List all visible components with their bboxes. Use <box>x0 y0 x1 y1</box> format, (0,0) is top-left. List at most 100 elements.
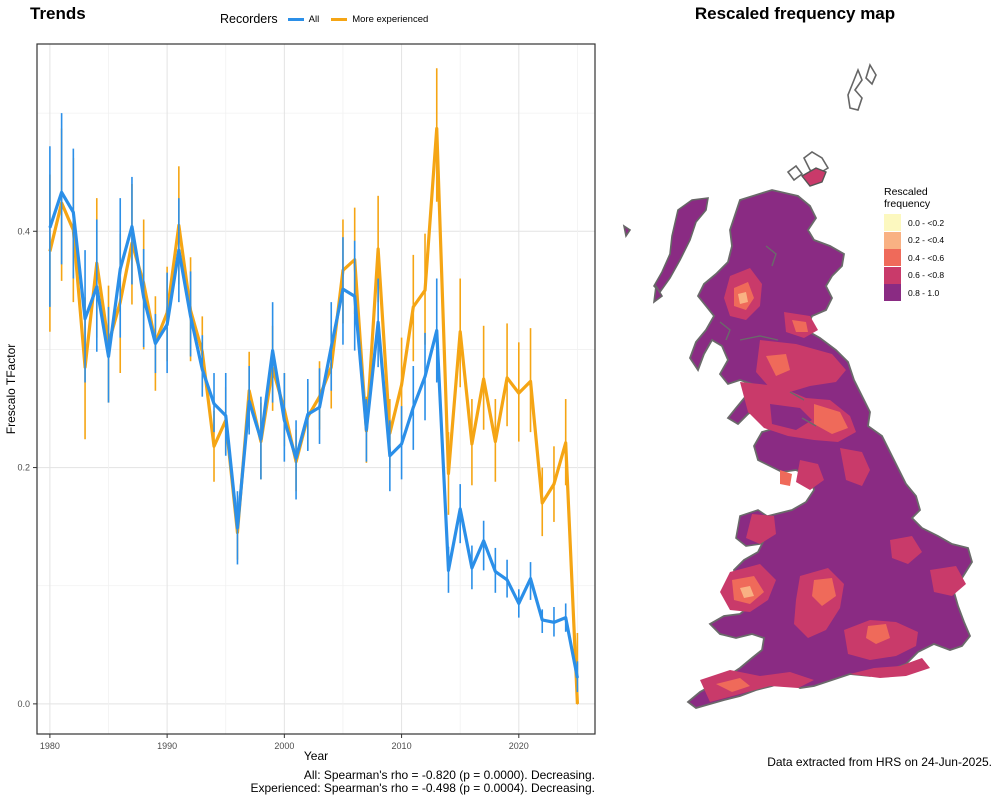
map-legend-swatch <box>884 266 901 284</box>
data-point <box>166 323 168 326</box>
legend-label-experienced: More experienced <box>352 13 429 25</box>
data-point <box>459 330 461 333</box>
data-point <box>248 400 250 403</box>
data-point <box>424 375 426 378</box>
data-point <box>389 454 391 457</box>
data-point <box>377 321 379 324</box>
data-point <box>119 268 122 270</box>
y-tick-label: 0.4 <box>17 226 30 236</box>
data-point <box>201 368 204 371</box>
x-tick-label: 2010 <box>392 741 412 751</box>
data-point <box>72 211 75 214</box>
x-tick-label: 1980 <box>40 741 60 751</box>
map-orkney <box>800 167 827 187</box>
map-legend-swatch <box>884 284 901 302</box>
data-point <box>189 315 192 318</box>
data-point <box>260 438 262 441</box>
data-point <box>541 619 544 621</box>
data-point <box>306 413 309 416</box>
data-point <box>49 226 51 229</box>
data-source-note: Data extracted from HRS on 24-Jun-2025. <box>767 755 992 769</box>
data-point <box>400 384 403 386</box>
series-all <box>48 113 579 693</box>
x-tick-label: 2000 <box>274 741 294 751</box>
data-point <box>435 329 438 332</box>
map-western-isles <box>622 197 709 304</box>
data-point <box>295 457 297 459</box>
data-point <box>471 443 473 445</box>
map-legend: Rescaled frequency 0.0 - <0.2 0.2 - <0.4… <box>884 186 944 302</box>
data-point <box>576 703 579 705</box>
data-point <box>529 577 532 580</box>
data-point <box>400 443 403 445</box>
data-point <box>365 428 368 431</box>
data-point <box>447 569 450 572</box>
data-point <box>482 540 485 542</box>
data-point <box>377 248 379 250</box>
data-point <box>131 225 133 228</box>
data-point <box>471 567 473 569</box>
map-scotland-islands <box>786 63 877 182</box>
x-tick-label: 2020 <box>509 741 529 751</box>
frequency-map <box>622 63 973 709</box>
map-legend-row: 0.0 - <0.2 <box>884 214 944 232</box>
legend-title: Recorders <box>220 12 278 26</box>
data-point <box>142 296 145 299</box>
data-point <box>236 527 239 529</box>
legend-label-all: All <box>308 13 320 25</box>
data-point <box>494 440 497 443</box>
data-point <box>541 502 544 504</box>
map-legend-swatch <box>884 231 901 249</box>
map-legend-swatch <box>884 214 901 232</box>
data-point <box>494 570 497 573</box>
legend-swatch-all <box>287 17 304 21</box>
data-point <box>412 406 415 409</box>
map-legend-title: Rescaled frequency <box>884 186 944 210</box>
data-point <box>271 349 274 352</box>
data-point <box>506 579 508 581</box>
x-tick-label: 1990 <box>157 741 177 751</box>
data-point <box>518 602 520 605</box>
map-frequency-patches <box>700 268 966 702</box>
series-line <box>48 190 579 679</box>
data-point <box>213 402 215 405</box>
data-point <box>482 378 485 380</box>
data-point <box>283 419 286 422</box>
data-point <box>107 355 110 358</box>
map-legend-label: 0.0 - <0.2 <box>908 217 945 228</box>
data-point <box>576 677 579 679</box>
data-point <box>342 288 344 290</box>
map-legend-row: 0.6 - <0.8 <box>884 266 945 285</box>
map-rivers-lochs <box>719 245 817 427</box>
data-point <box>412 306 415 308</box>
map-legend-row: 0.2 - <0.4 <box>884 231 945 250</box>
data-point <box>553 621 555 624</box>
data-point <box>459 508 461 510</box>
y-tick-label: 0.2 <box>17 463 30 473</box>
data-point <box>447 472 450 475</box>
data-point <box>435 127 438 130</box>
data-point <box>518 392 520 394</box>
data-point <box>529 380 532 383</box>
data-point <box>84 317 86 320</box>
legend-item-experienced: More experienced <box>331 14 428 25</box>
x-axis-title: Year <box>304 749 328 763</box>
y-axis-title: Frescalo TFactor <box>4 344 18 434</box>
map-legend-label: 0.2 - <0.4 <box>908 235 945 246</box>
stat-all: All: Spearman's rho = -0.820 (p = 0.0000… <box>303 768 595 782</box>
map-legend-label: 0.6 - <0.8 <box>908 270 945 281</box>
legend-item-all: All <box>287 13 320 25</box>
trend-chart: 1980 1990 2000 2010 2020 0.0 0.2 0.4 Year Frescal… <box>4 43 596 763</box>
legend-swatch-experienced <box>331 17 348 21</box>
data-point <box>564 616 567 619</box>
data-point <box>564 441 567 444</box>
map-legend-label: 0.4 - <0.6 <box>908 252 945 263</box>
data-point <box>224 414 227 417</box>
data-point <box>178 249 180 251</box>
series-line <box>48 126 580 704</box>
recorders-legend: Recorders All More experienced <box>220 12 434 26</box>
data-point <box>553 483 555 485</box>
data-point <box>154 342 157 345</box>
map-legend-row: 0.8 - 1.0 <box>884 284 944 302</box>
grid-lines <box>37 44 595 734</box>
